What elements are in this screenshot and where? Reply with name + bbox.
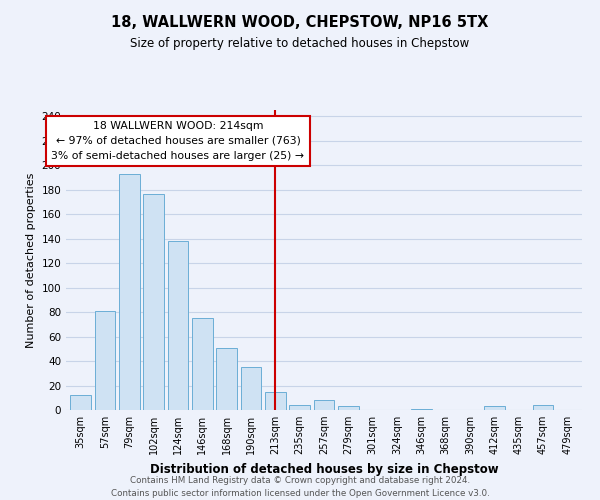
Bar: [95, 311, 115, 410]
Bar: [192, 318, 212, 410]
Bar: [533, 405, 553, 410]
Text: Size of property relative to detached houses in Chepstow: Size of property relative to detached ho…: [130, 38, 470, 51]
Bar: [119, 174, 140, 410]
Bar: [241, 367, 262, 410]
Y-axis label: Number of detached properties: Number of detached properties: [26, 172, 36, 348]
Bar: [70, 396, 91, 410]
Bar: [216, 348, 237, 410]
Bar: [484, 406, 505, 410]
Bar: [265, 392, 286, 410]
Bar: [338, 406, 359, 410]
X-axis label: Distribution of detached houses by size in Chepstow: Distribution of detached houses by size …: [149, 462, 499, 475]
Bar: [143, 194, 164, 410]
Bar: [167, 241, 188, 410]
Text: 18 WALLWERN WOOD: 214sqm
← 97% of detached houses are smaller (763)
3% of semi-d: 18 WALLWERN WOOD: 214sqm ← 97% of detach…: [52, 121, 304, 160]
Bar: [411, 409, 432, 410]
Bar: [289, 405, 310, 410]
Text: 18, WALLWERN WOOD, CHEPSTOW, NP16 5TX: 18, WALLWERN WOOD, CHEPSTOW, NP16 5TX: [112, 15, 488, 30]
Bar: [314, 400, 334, 410]
Text: Contains HM Land Registry data © Crown copyright and database right 2024.
Contai: Contains HM Land Registry data © Crown c…: [110, 476, 490, 498]
